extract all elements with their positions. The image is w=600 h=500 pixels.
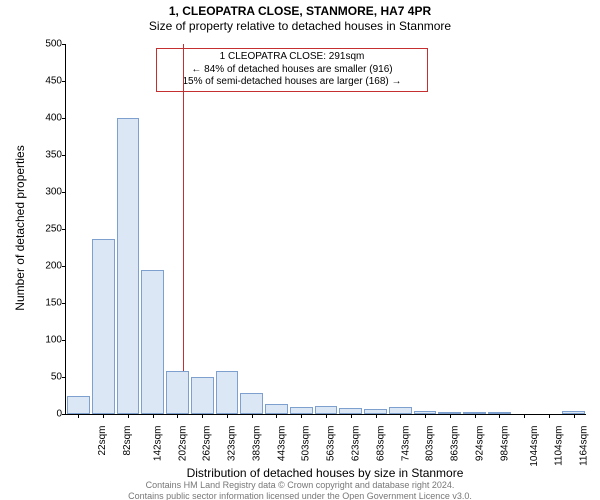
credits: Contains HM Land Registry data © Crown c… <box>0 480 600 500</box>
x-tick <box>103 414 104 418</box>
x-tick <box>549 414 550 418</box>
chart-container: 1, CLEOPATRA CLOSE, STANMORE, HA7 4PR Si… <box>0 4 600 500</box>
x-tick <box>276 414 277 418</box>
x-tick <box>450 414 451 418</box>
x-tick <box>153 414 154 418</box>
x-tick <box>425 414 426 418</box>
x-tick <box>351 414 352 418</box>
y-tick <box>62 81 66 82</box>
x-tick-label: 924sqm <box>474 426 485 462</box>
annotation-line: 15% of semi-detached houses are larger (… <box>161 76 423 89</box>
x-tick <box>252 414 253 418</box>
y-tick-label: 200 <box>45 261 62 272</box>
y-tick-label: 150 <box>45 298 62 309</box>
histogram-bar <box>488 412 511 414</box>
y-tick <box>62 44 66 45</box>
x-tick <box>524 414 525 418</box>
histogram-bar <box>290 407 313 414</box>
credits-line: Contains public sector information licen… <box>0 491 600 500</box>
x-tick-label: 1044sqm <box>529 426 540 467</box>
x-tick-label: 1104sqm <box>554 426 565 466</box>
y-tick <box>62 118 66 119</box>
credits-line: Contains HM Land Registry data © Crown c… <box>0 480 600 491</box>
histogram-bar <box>166 371 189 414</box>
x-tick-label: 503sqm <box>301 426 312 462</box>
x-tick <box>376 414 377 418</box>
x-tick <box>128 414 129 418</box>
histogram-bar <box>414 411 437 414</box>
histogram-bar <box>216 371 239 414</box>
annotation-line: ← 84% of detached houses are smaller (91… <box>161 64 423 77</box>
y-tick <box>62 229 66 230</box>
histogram-bar <box>339 408 362 414</box>
x-axis-label: Distribution of detached houses by size … <box>65 466 585 480</box>
x-tick-label: 1164sqm <box>578 426 589 466</box>
histogram-bar <box>240 393 263 414</box>
x-tick-label: 202sqm <box>177 426 188 462</box>
x-tick-label: 623sqm <box>351 426 362 462</box>
x-tick <box>574 414 575 418</box>
x-tick-label: 82sqm <box>122 426 133 456</box>
y-axis-label: Number of detached properties <box>13 128 27 328</box>
y-tick-label: 0 <box>56 409 62 420</box>
x-tick <box>400 414 401 418</box>
x-tick-label: 443sqm <box>276 426 287 462</box>
plot-area: 1 CLEOPATRA CLOSE: 291sqm ← 84% of detac… <box>65 44 586 415</box>
x-tick-label: 323sqm <box>227 426 238 462</box>
x-tick <box>301 414 302 418</box>
y-tick <box>62 340 66 341</box>
annotation-line: 1 CLEOPATRA CLOSE: 291sqm <box>161 51 423 64</box>
histogram-bar <box>191 377 214 414</box>
annotation-box: 1 CLEOPATRA CLOSE: 291sqm ← 84% of detac… <box>156 48 428 92</box>
x-tick <box>499 414 500 418</box>
histogram-bar <box>562 411 585 414</box>
x-tick-label: 683sqm <box>375 426 386 462</box>
y-tick-label: 300 <box>45 187 62 198</box>
x-tick-label: 563sqm <box>326 426 337 462</box>
histogram-bar <box>92 239 115 414</box>
histogram-bar <box>463 412 486 414</box>
histogram-bar <box>117 118 140 414</box>
histogram-bar <box>141 270 164 414</box>
page-subtitle: Size of property relative to detached ho… <box>0 19 600 33</box>
x-tick <box>177 414 178 418</box>
histogram-bar <box>67 396 90 415</box>
histogram-bar <box>389 407 412 414</box>
y-tick-label: 250 <box>45 224 62 235</box>
y-tick-label: 400 <box>45 113 62 124</box>
y-tick <box>62 303 66 304</box>
y-tick-label: 50 <box>51 372 62 383</box>
y-tick <box>62 266 66 267</box>
y-tick <box>62 192 66 193</box>
y-tick-label: 500 <box>45 39 62 50</box>
x-tick <box>227 414 228 418</box>
y-tick-label: 350 <box>45 150 62 161</box>
x-tick-label: 383sqm <box>252 426 263 462</box>
y-tick <box>62 155 66 156</box>
histogram-bar <box>438 412 461 414</box>
x-tick <box>78 414 79 418</box>
histogram-bar <box>364 409 387 414</box>
histogram-bar <box>315 406 338 414</box>
y-tick-label: 450 <box>45 76 62 87</box>
y-tick <box>62 414 66 415</box>
x-tick-label: 863sqm <box>450 426 461 462</box>
x-tick-label: 743sqm <box>400 426 411 462</box>
x-tick <box>202 414 203 418</box>
reference-line <box>183 44 184 414</box>
x-tick-label: 803sqm <box>425 426 436 462</box>
histogram-bar <box>265 404 288 414</box>
x-tick-label: 262sqm <box>202 426 213 462</box>
page-title: 1, CLEOPATRA CLOSE, STANMORE, HA7 4PR <box>0 4 600 18</box>
x-tick <box>475 414 476 418</box>
y-tick-label: 100 <box>45 335 62 346</box>
x-tick-label: 984sqm <box>499 426 510 462</box>
x-tick-label: 22sqm <box>97 426 108 456</box>
y-tick <box>62 377 66 378</box>
x-tick <box>326 414 327 418</box>
x-tick-label: 142sqm <box>152 426 163 462</box>
